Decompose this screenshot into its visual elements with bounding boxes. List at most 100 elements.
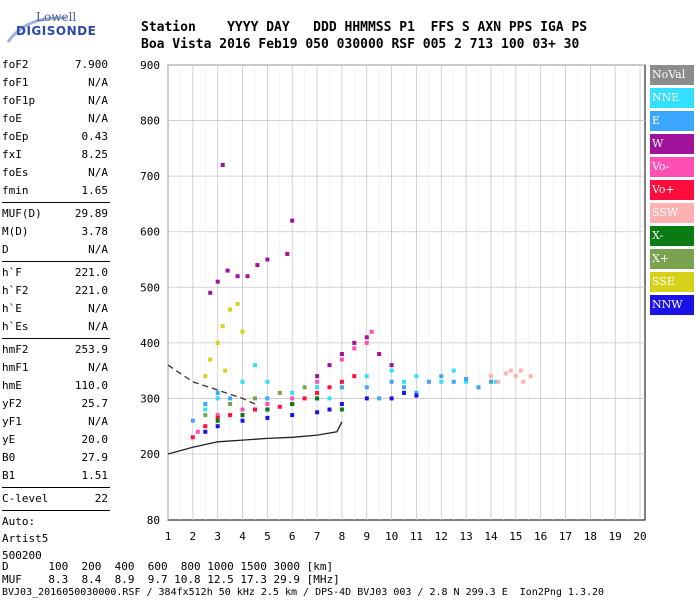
data-point-nne xyxy=(493,379,498,384)
param-group-1: foF2 7.900 foF1 N/A foF1p N/A foE N/A foEp 0.… xyxy=(2,56,110,200)
data-point-nnw xyxy=(315,410,320,415)
param-value: N/A xyxy=(88,112,108,125)
param-label: h`E xyxy=(2,302,22,315)
data-point-w xyxy=(285,251,290,256)
data-point-w xyxy=(255,263,260,268)
data-point-vo xyxy=(339,357,344,362)
param-row: h`F 221.0 xyxy=(2,264,110,282)
data-point-sse xyxy=(223,368,228,373)
footer-file-info: BVJ03_2016050030000.RSF / 384fx512h 50 k… xyxy=(2,587,605,598)
x-tick-label: 17 xyxy=(559,530,572,543)
data-point-e xyxy=(265,396,270,401)
x-tick-label: 7 xyxy=(314,530,321,543)
x-tick-label: 6 xyxy=(289,530,296,543)
param-row: yF1 N/A xyxy=(2,413,110,431)
legend-item-sse: SSE xyxy=(650,272,694,292)
y-tick-label: 500 xyxy=(140,281,160,294)
logo-text-digisonde: DIGISONDE xyxy=(16,24,97,38)
param-value: N/A xyxy=(88,166,108,179)
data-point-nne xyxy=(253,363,257,368)
data-point-nnw xyxy=(290,413,295,418)
param-row: B1 1.51 xyxy=(2,467,110,485)
digisonde-logo: Lowell DIGISONDE xyxy=(4,4,124,48)
param-value: 22 xyxy=(94,492,108,505)
data-point-ssw xyxy=(503,371,508,376)
x-tick-label: 16 xyxy=(534,530,547,543)
data-point-vo xyxy=(352,346,357,351)
data-point-w xyxy=(377,352,382,356)
data-point-vo xyxy=(253,407,257,412)
param-row: hmF1 N/A xyxy=(2,359,110,377)
y-tick-label: 600 xyxy=(140,226,160,239)
param-label: h`F2 xyxy=(2,284,29,297)
footer-distance-row: D 100 200 400 600 800 1000 1500 3000 [km… xyxy=(2,560,334,573)
data-point-w xyxy=(235,274,240,279)
param-value: N/A xyxy=(88,320,108,333)
x-tick-label: 2 xyxy=(190,530,197,543)
data-point-nnw xyxy=(265,415,270,420)
plot-area xyxy=(167,64,646,521)
data-point-nnw xyxy=(389,396,394,401)
legend-item-vo-minus: Vo- xyxy=(650,157,694,177)
param-row: C-level 22 xyxy=(2,490,110,508)
autoscale-label: Auto: xyxy=(2,515,36,528)
param-row: fmin 1.65 xyxy=(2,182,110,200)
data-point-w xyxy=(245,274,250,279)
data-point-x xyxy=(265,407,270,412)
data-point-ssw xyxy=(528,374,533,379)
legend-item-nne: NNE xyxy=(650,88,694,108)
data-point-e xyxy=(489,379,493,384)
x-tick-label: 3 xyxy=(214,530,221,543)
data-point-nnw xyxy=(240,418,245,423)
data-point-e xyxy=(228,396,233,401)
data-point-nne xyxy=(327,396,332,401)
data-point-x xyxy=(215,418,220,423)
x-tick-label: 4 xyxy=(239,530,246,543)
param-label: foEp xyxy=(2,130,29,143)
x-tick-label: 8 xyxy=(339,530,346,543)
data-point-vo xyxy=(364,340,369,345)
data-point-sse xyxy=(215,340,220,345)
data-point-vo xyxy=(215,413,220,418)
data-point-sse xyxy=(228,307,233,312)
param-row: D N/A xyxy=(2,241,110,259)
param-value: 29.89 xyxy=(74,207,108,220)
data-point-nne xyxy=(240,379,245,384)
data-point-vo xyxy=(369,329,374,334)
param-label: foF1p xyxy=(2,94,36,107)
data-point-e xyxy=(339,385,344,390)
data-point-e xyxy=(389,379,394,384)
data-point-vo xyxy=(195,429,200,434)
data-point-x xyxy=(302,385,307,390)
param-label: foE xyxy=(2,112,22,125)
data-point-w xyxy=(215,279,220,284)
data-point-w xyxy=(220,163,225,167)
param-value: N/A xyxy=(88,76,108,89)
y-tick-label: 400 xyxy=(140,337,160,350)
data-point-w xyxy=(327,363,332,368)
data-point-sse xyxy=(235,302,240,306)
param-divider xyxy=(2,487,110,488)
param-row: foE N/A xyxy=(2,110,110,128)
x-tick-label: 1 xyxy=(165,530,172,543)
param-row: hmE 110.0 xyxy=(2,377,110,395)
legend: NoVal NNE E W Vo- Vo+ SSW X- X+ SSE NNW xyxy=(650,65,694,318)
data-point-w xyxy=(225,268,230,273)
param-label: h`F xyxy=(2,266,22,279)
data-point-x xyxy=(240,413,245,418)
param-label: MUF(D) xyxy=(2,207,42,220)
param-divider xyxy=(2,261,110,262)
data-point-nne xyxy=(203,407,208,412)
data-point-x xyxy=(203,413,208,418)
data-point-vo xyxy=(228,413,233,418)
y-tick-label: 700 xyxy=(140,170,160,183)
legend-item-ssw: SSW xyxy=(650,203,694,223)
autoscale-block: Auto: Artist5 500200 xyxy=(2,513,110,564)
x-tick-label: 15 xyxy=(509,530,522,543)
data-point-vo xyxy=(277,404,282,409)
param-value: N/A xyxy=(88,361,108,374)
data-point-vo xyxy=(315,390,320,395)
data-point-e xyxy=(414,390,419,395)
param-label: B0 xyxy=(2,451,16,464)
